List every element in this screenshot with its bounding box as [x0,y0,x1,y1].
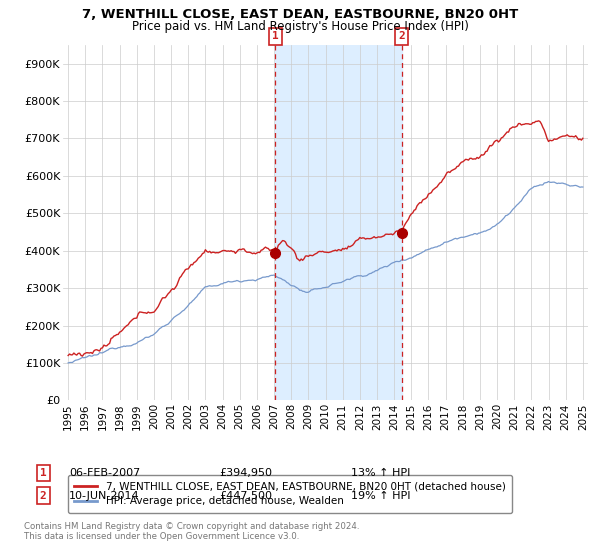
Text: £447,500: £447,500 [219,491,272,501]
Text: £394,950: £394,950 [219,468,272,478]
Bar [275,45,401,400]
Text: Price paid vs. HM Land Registry's House Price Index (HPI): Price paid vs. HM Land Registry's House … [131,20,469,32]
Legend: 7, WENTHILL CLOSE, EAST DEAN, EASTBOURNE, BN20 0HT (detached house), HPI: Averag: 7, WENTHILL CLOSE, EAST DEAN, EASTBOURNE… [68,475,512,512]
Text: 13% ↑ HPI: 13% ↑ HPI [351,468,410,478]
Text: Contains HM Land Registry data © Crown copyright and database right 2024.
This d: Contains HM Land Registry data © Crown c… [24,522,359,542]
Text: 06-FEB-2007: 06-FEB-2007 [69,468,140,478]
Text: 19% ↑ HPI: 19% ↑ HPI [351,491,410,501]
Text: 2: 2 [40,491,47,501]
Text: 1: 1 [272,31,279,41]
Text: 2: 2 [398,31,405,41]
Text: 1: 1 [40,468,47,478]
Text: 7, WENTHILL CLOSE, EAST DEAN, EASTBOURNE, BN20 0HT: 7, WENTHILL CLOSE, EAST DEAN, EASTBOURNE… [82,8,518,21]
Text: 10-JUN-2014: 10-JUN-2014 [69,491,140,501]
